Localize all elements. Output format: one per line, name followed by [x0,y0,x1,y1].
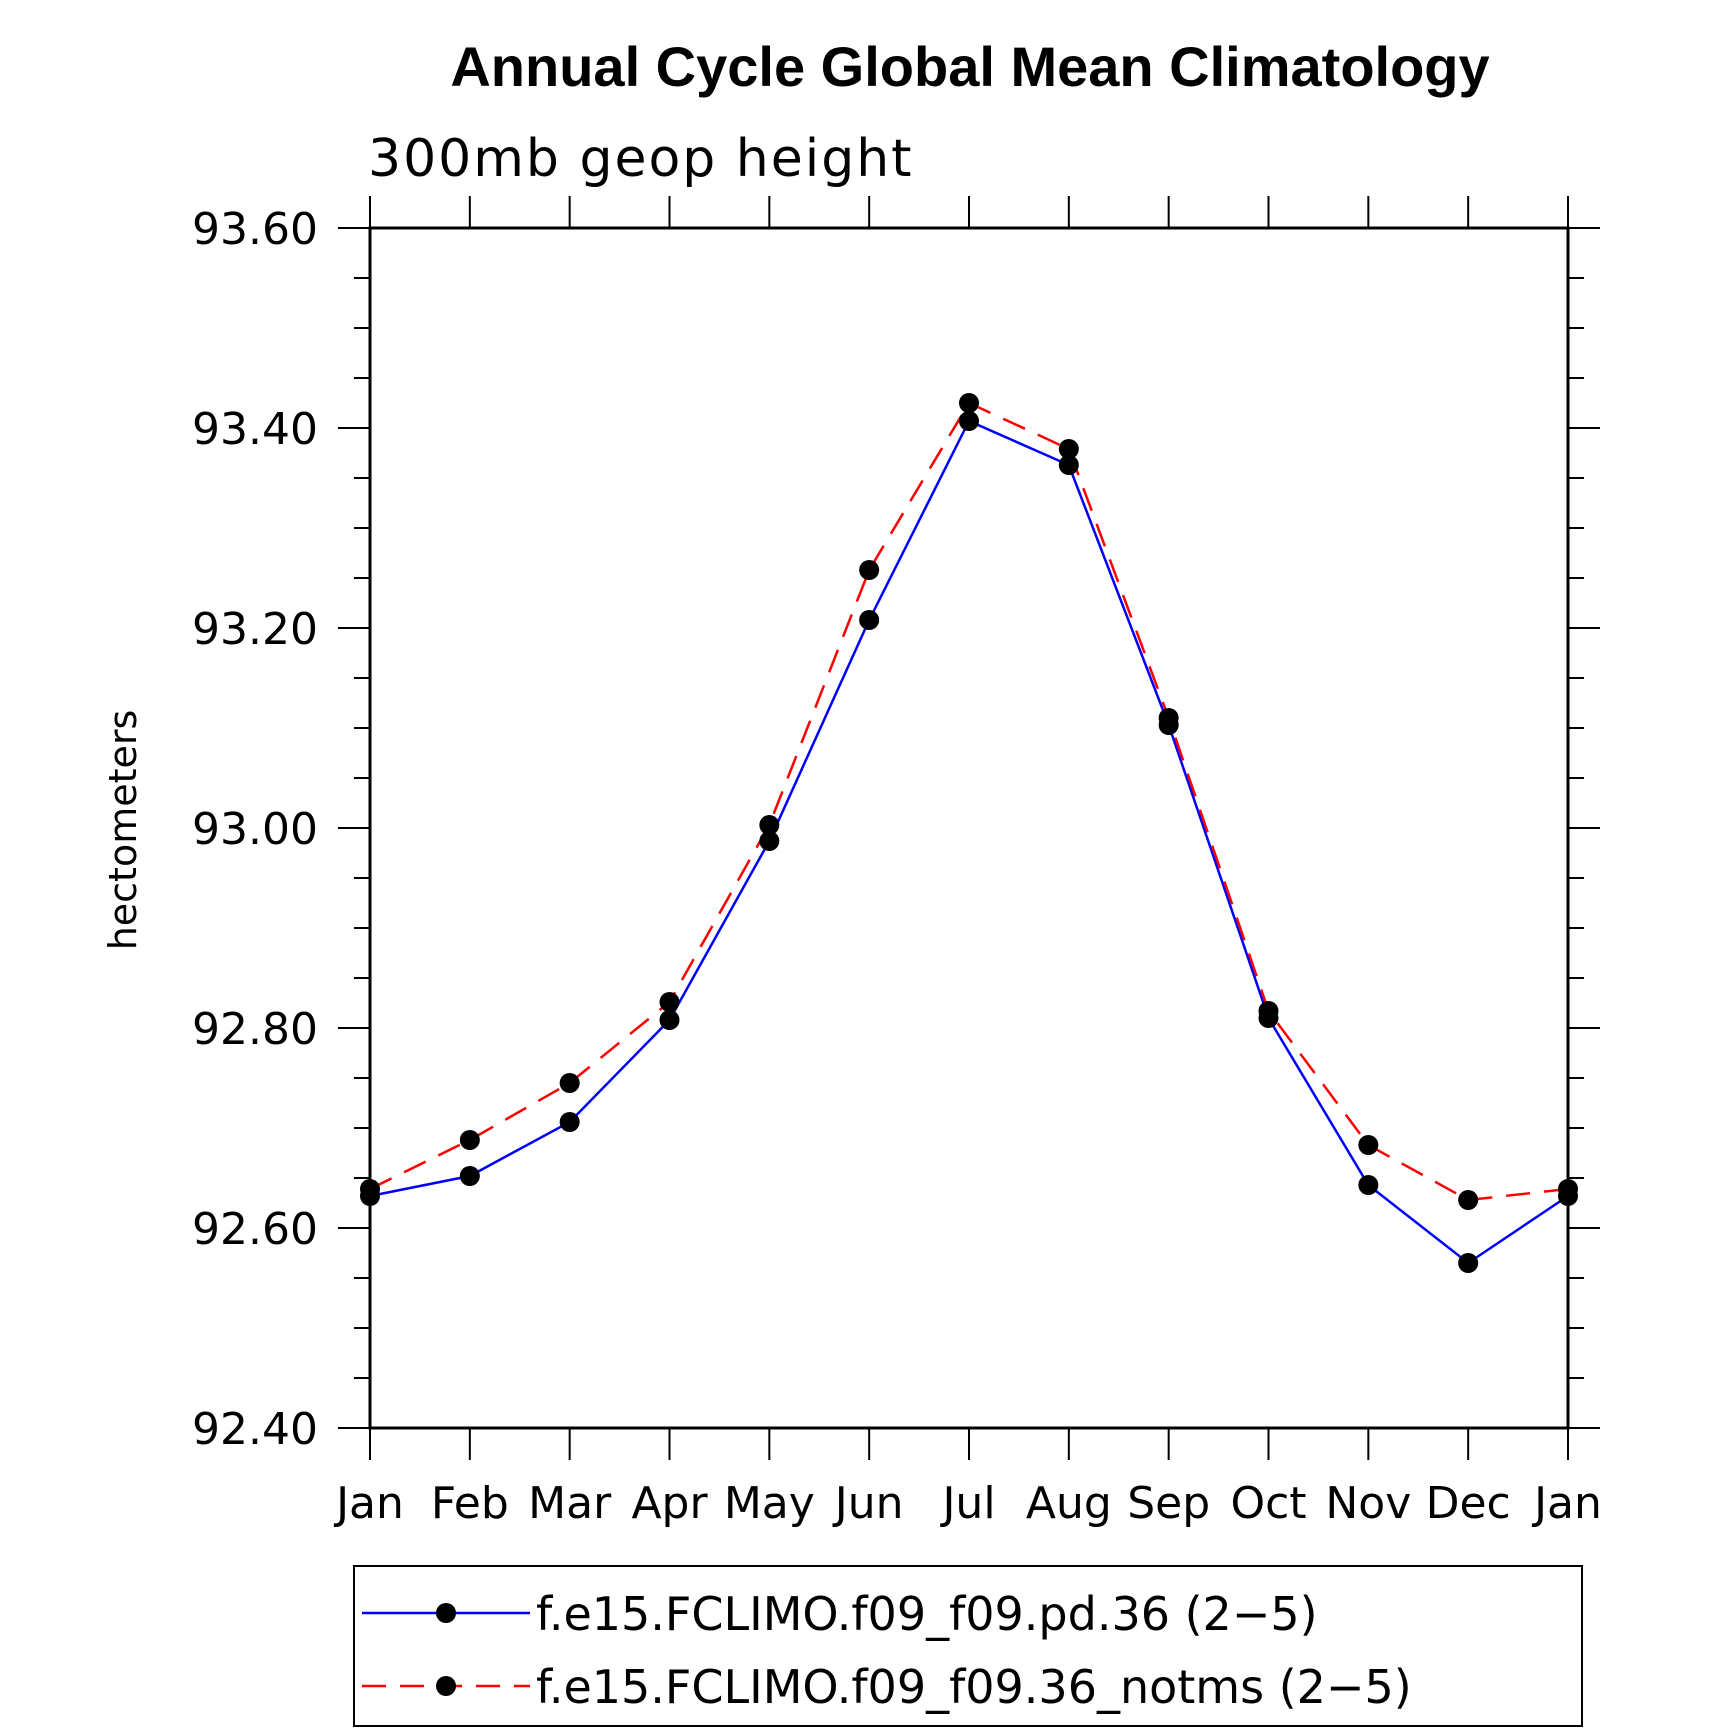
y-tick-label: 92.60 [192,1204,318,1255]
x-tick-label: Oct [1230,1478,1306,1529]
y-tick-label: 93.20 [192,604,318,655]
y-tick-labels: 93.60 93.40 93.20 93.00 92.80 92.60 92.40 [192,204,318,1455]
series-1-point [759,831,780,851]
x-tick-label: Apr [631,1478,708,1529]
series-2-point [959,393,979,413]
legend-box [353,1565,1583,1727]
legend: f.e15.FCLIMO.f09_f09.pd.36 (2−5) f.e15.FC… [353,1565,1583,1727]
series-line-1 [369,419,1569,1265]
y-axis-label: hectometers [101,710,145,951]
x-tick-label: Sep [1127,1478,1210,1529]
series-2-point [859,560,880,580]
x-tick-label: Feb [431,1478,509,1529]
x-tick-label: Jan [333,1478,404,1529]
series-1-point [1458,1253,1479,1273]
series-2-point [659,992,680,1012]
x-tick-label: Nov [1325,1478,1411,1529]
y-tick-label: 93.40 [192,404,318,455]
x-tick-label: Jun [832,1478,904,1529]
x-tick-labels: Jan Feb Mar Apr May Jun Jul Aug Sep Oct Nov Dec Jan [333,1478,1602,1529]
chart-subtitle: 300mb geop height [368,129,914,189]
legend-marker-2 [436,1676,456,1696]
series-1-point [959,411,979,431]
x-tick-label: Mar [528,1478,612,1529]
series-2-point [559,1073,580,1093]
x-tick-label: Jul [939,1478,995,1529]
series-1-point [859,610,880,630]
series-2-point [1458,1190,1479,1210]
y-tick-label: 92.40 [192,1404,318,1455]
legend-label-1: f.e15.FCLIMO.f09_f09.pd.36 (2−5) [536,1587,1318,1641]
series-1-point [659,1010,680,1030]
y-tick-label: 93.60 [192,204,318,255]
chart-title: Annual Cycle Global Mean Climatology [450,35,1489,98]
legend-label-2: f.e15.FCLIMO.f09_f09.36_notms (2−5) [536,1660,1412,1714]
axis-ticks [338,196,1600,1460]
series-2-point [1058,439,1079,459]
series-1-point [459,1166,480,1186]
y-tick-label: 92.80 [192,1004,318,1055]
series-2-point [1358,1135,1379,1155]
series-1-point [1058,455,1079,475]
x-tick-label: Dec [1426,1478,1511,1529]
plot-frame [368,226,1570,1430]
y-tick-label: 93.00 [192,804,318,855]
series-2-point [1258,1001,1279,1021]
x-tick-label: May [724,1478,815,1529]
x-tick-label: Jan [1531,1478,1602,1529]
series-line-2 [369,401,1569,1202]
series-2-point [759,815,780,835]
series-layer [360,393,1578,1273]
legend-marker-1 [436,1603,456,1623]
series-2-point [459,1130,480,1150]
series-2-point [1158,708,1179,728]
x-tick-label: Aug [1026,1478,1112,1529]
series-1-point [559,1112,580,1132]
series-1-point [1358,1175,1379,1195]
